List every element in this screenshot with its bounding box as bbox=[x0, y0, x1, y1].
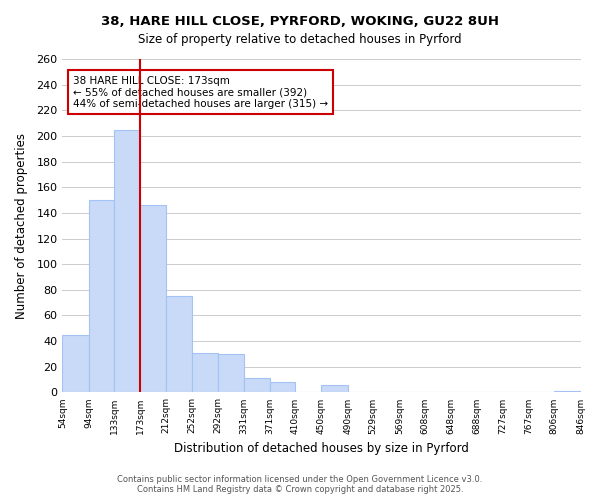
Bar bbox=[89, 200, 114, 392]
Bar bbox=[62, 334, 89, 392]
X-axis label: Distribution of detached houses by size in Pyrford: Distribution of detached houses by size … bbox=[174, 442, 469, 455]
Bar bbox=[166, 296, 192, 392]
Text: Size of property relative to detached houses in Pyrford: Size of property relative to detached ho… bbox=[138, 32, 462, 46]
Bar bbox=[554, 391, 581, 392]
Bar bbox=[140, 205, 166, 392]
Text: 38, HARE HILL CLOSE, PYRFORD, WOKING, GU22 8UH: 38, HARE HILL CLOSE, PYRFORD, WOKING, GU… bbox=[101, 15, 499, 28]
Text: Contains HM Land Registry data © Crown copyright and database right 2025.: Contains HM Land Registry data © Crown c… bbox=[137, 485, 463, 494]
Bar bbox=[244, 378, 270, 392]
Y-axis label: Number of detached properties: Number of detached properties bbox=[15, 132, 28, 318]
Bar bbox=[192, 352, 218, 393]
Bar bbox=[270, 382, 295, 392]
Text: Contains public sector information licensed under the Open Government Licence v3: Contains public sector information licen… bbox=[118, 475, 482, 484]
Text: 38 HARE HILL CLOSE: 173sqm
← 55% of detached houses are smaller (392)
44% of sem: 38 HARE HILL CLOSE: 173sqm ← 55% of deta… bbox=[73, 76, 328, 109]
Bar bbox=[114, 130, 140, 392]
Bar bbox=[218, 354, 244, 393]
Bar bbox=[322, 384, 347, 392]
